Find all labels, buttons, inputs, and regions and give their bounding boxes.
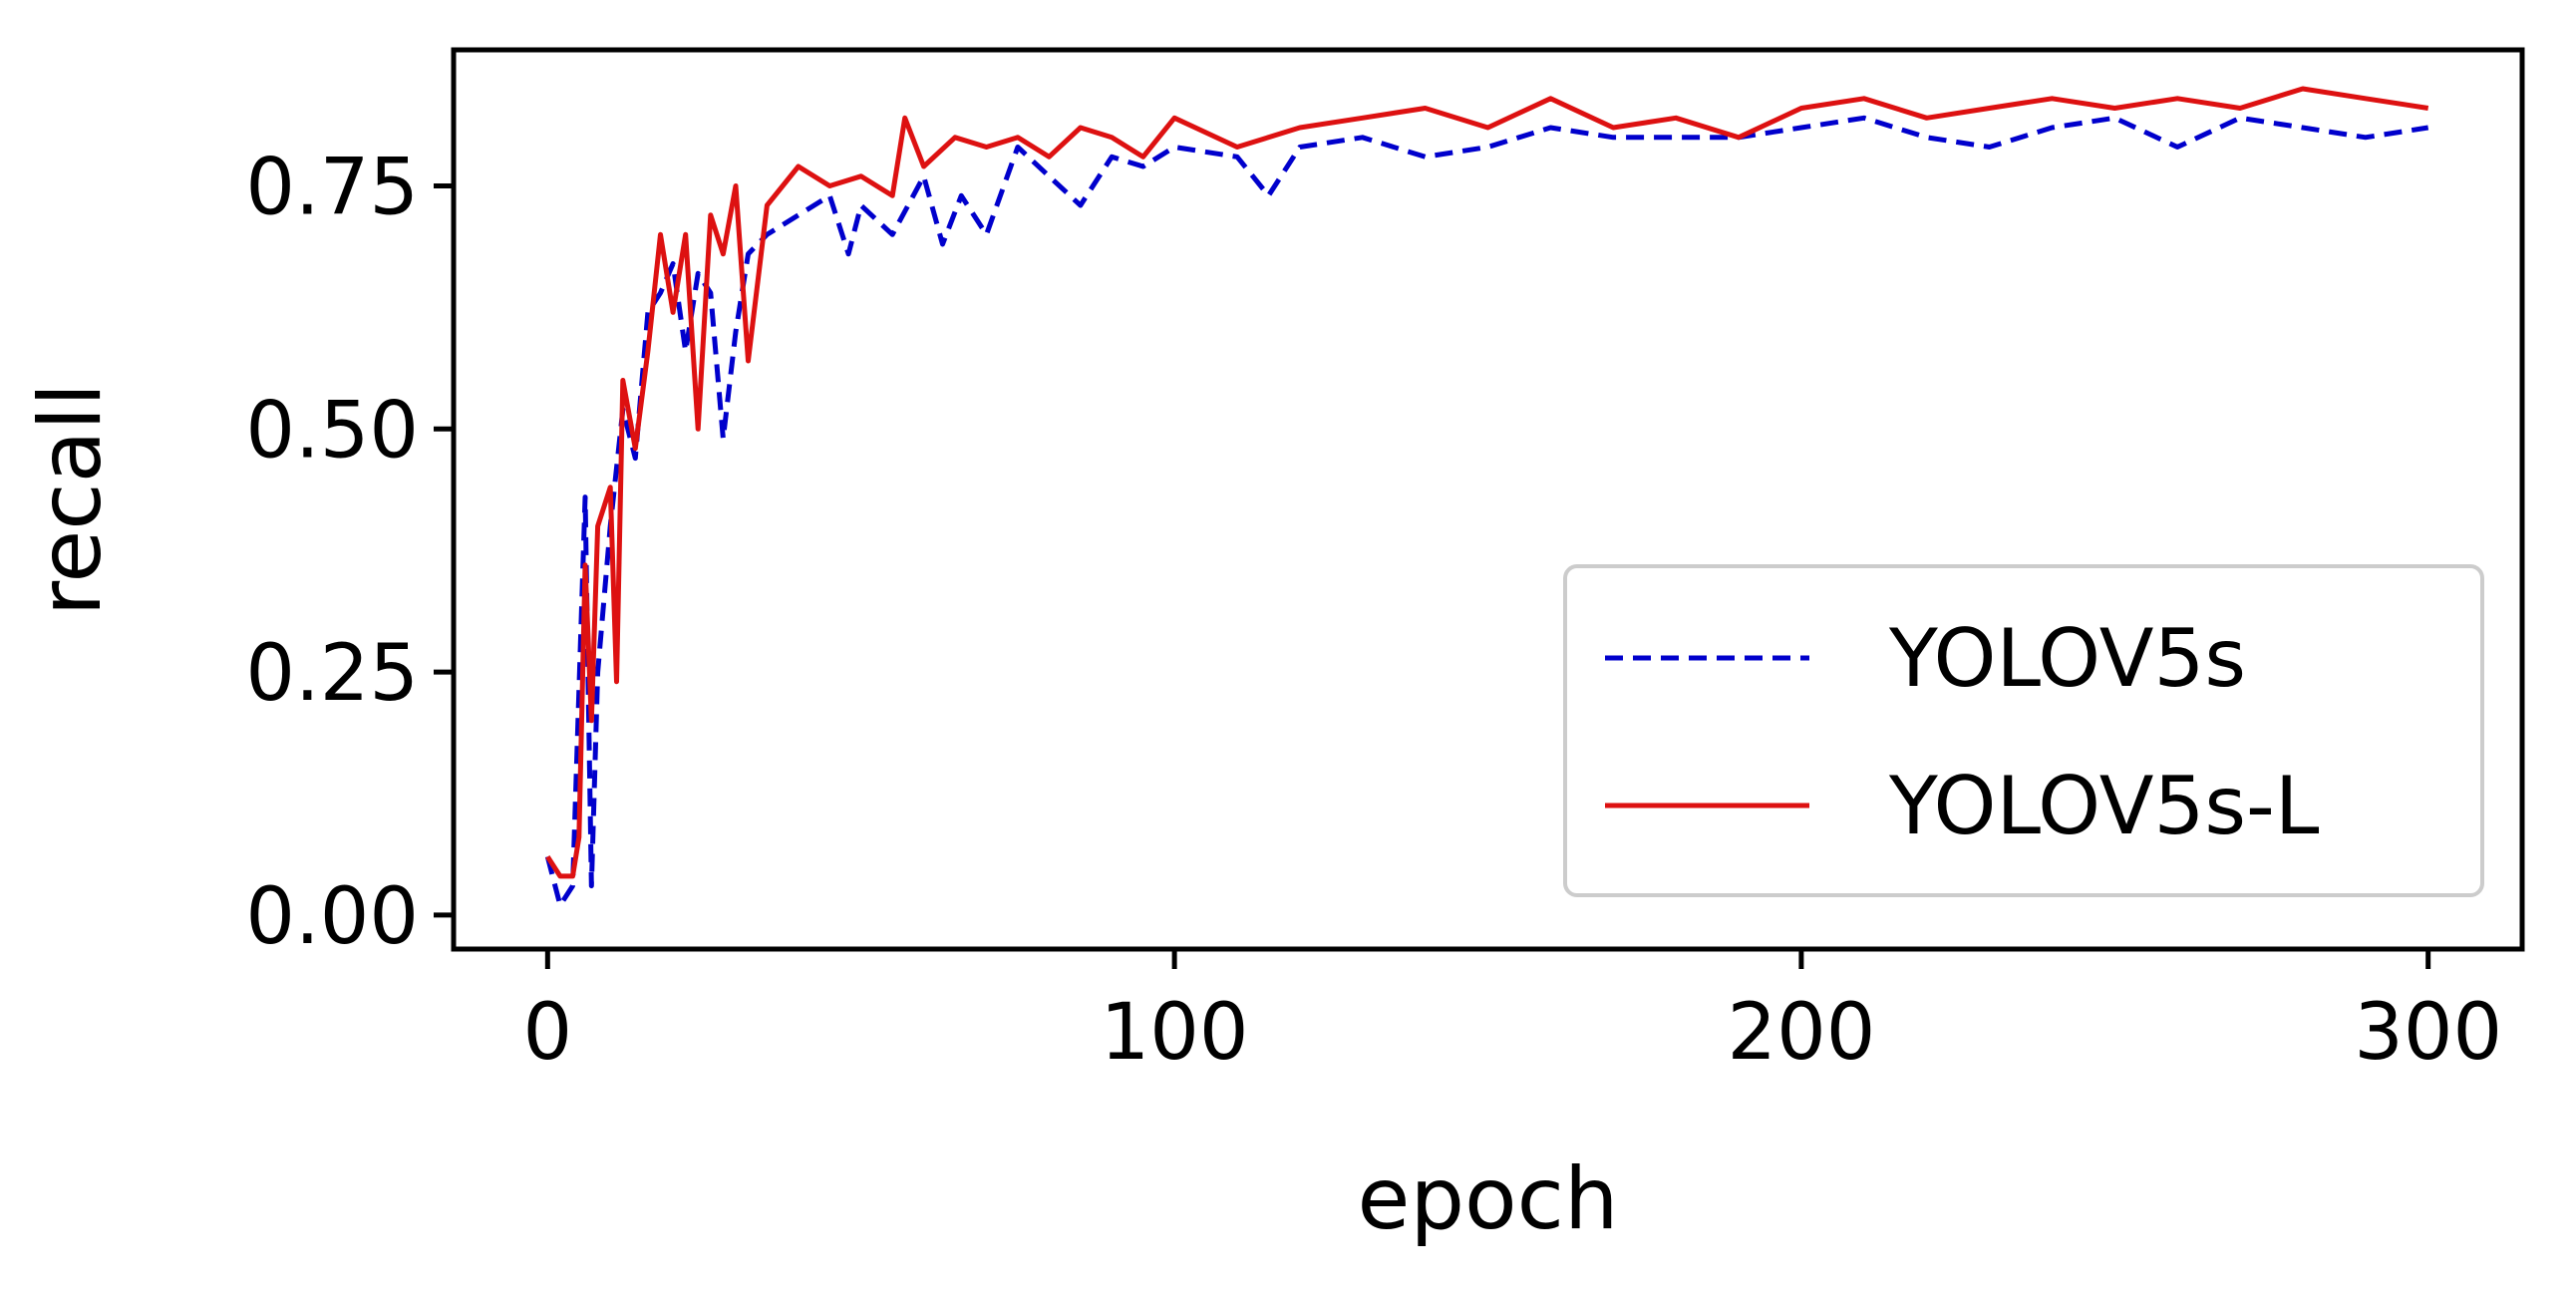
x-tick-label: 300 [2354,988,2502,1078]
x-axis-label: epoch [1358,1149,1619,1249]
y-tick-label: 0.75 [245,144,419,233]
legend-box [1563,564,2484,897]
legend-label-yolov5s-l: YOLOV5s-L [1888,760,2320,852]
y-axis-label: recall [21,383,121,616]
x-tick-label: 100 [1101,988,1249,1078]
series-line-yolov5s [544,115,2429,908]
x-tick-label: 0 [522,988,572,1078]
legend-label-yolov5s: YOLOV5s [1888,612,2246,705]
y-tick-label: 0.00 [245,872,419,962]
plot-area [544,86,2429,908]
y-tick-label: 0.25 [245,629,419,719]
x-tick-label: 200 [1727,988,1875,1078]
y-axis: 0.00 0.25 0.50 0.75 [245,144,454,962]
x-axis: 0 100 200 300 [522,949,2502,1078]
series-line-yolov5s-l [545,86,2429,879]
plot-frame [451,47,2525,952]
legend: YOLOV5s YOLOV5s-L [1563,564,2484,897]
y-tick-label: 0.50 [245,386,419,476]
